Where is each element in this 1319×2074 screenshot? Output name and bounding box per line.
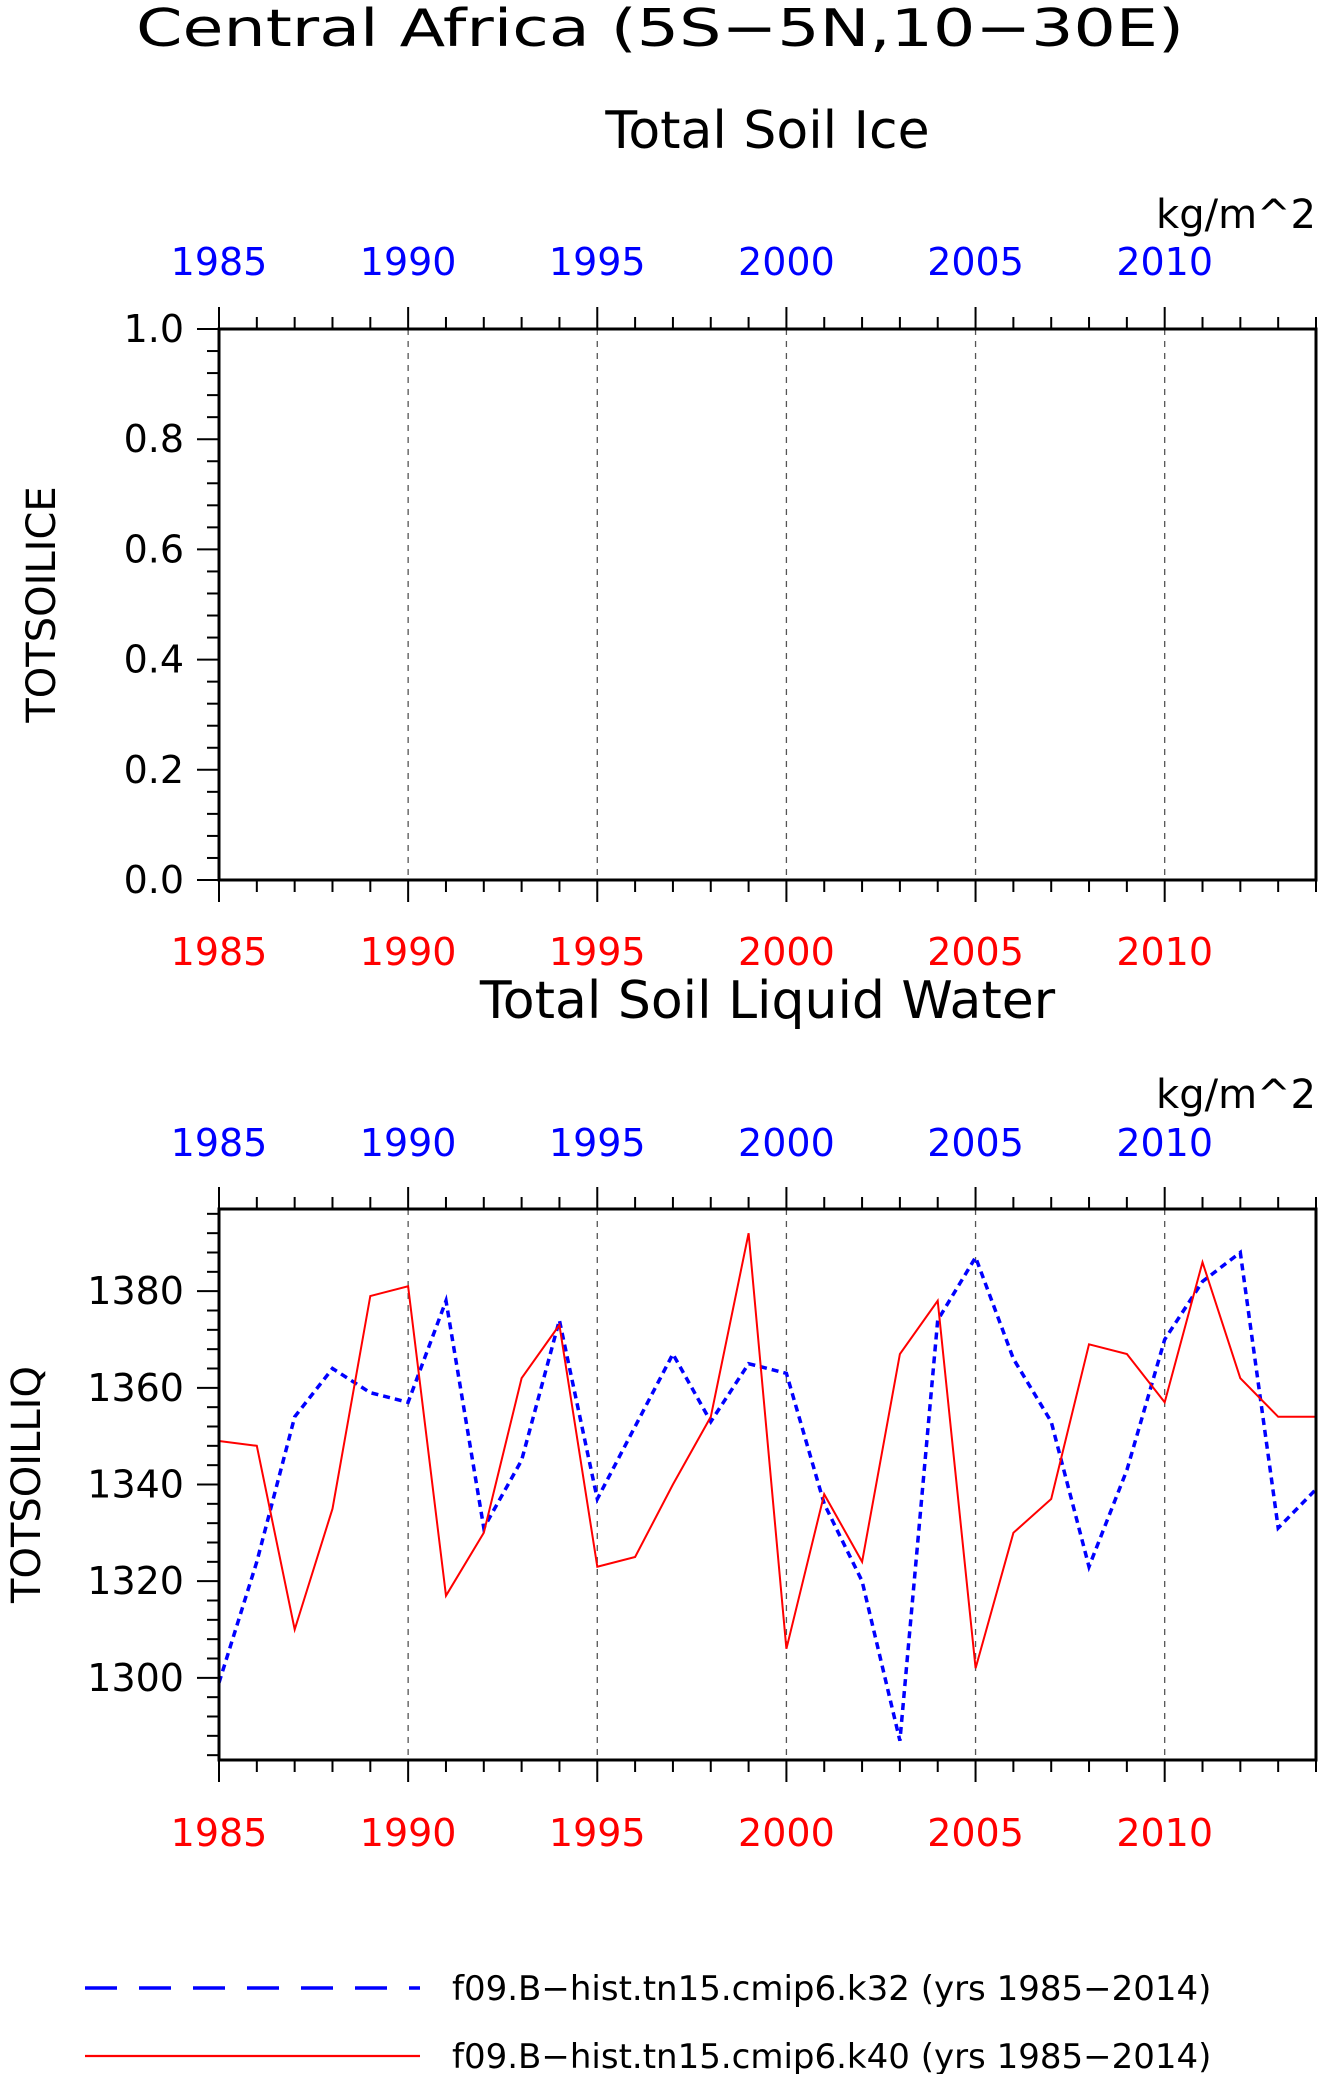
y-tick-label: 0.0 — [124, 858, 184, 902]
top-x-tick-label: 2000 — [738, 1121, 835, 1165]
y-axis-label: TOTSOILICE — [19, 486, 65, 723]
bottom-x-tick-label: 1985 — [171, 1811, 268, 1855]
series-line-k32 — [217, 1249, 1318, 1742]
top-x-tick-label: 1990 — [360, 240, 457, 284]
panel-title: Total Soil Ice — [604, 101, 929, 161]
bottom-x-tick-label: 2010 — [1116, 1811, 1213, 1855]
units-label: kg/m^2 — [1156, 1072, 1316, 1118]
panel-soil-ice: Total Soil Ice kg/m^2 TOTSOILICE 1985 1985 19… — [19, 101, 1318, 974]
y-tick-label: 0.6 — [124, 527, 184, 571]
top-x-tick-label: 1990 — [360, 1121, 457, 1165]
top-x-tick-label: 2010 — [1116, 1121, 1213, 1165]
top-x-tick-label: 1995 — [549, 240, 646, 284]
chart-legend: f09.B−hist.tn15.cmip6.k32 (yrs 1985−2014… — [85, 1969, 1211, 2074]
chart-panels: Total Soil Ice kg/m^2 TOTSOILICE 1985 1985 19… — [4, 101, 1318, 1855]
y-tick-label: 1380 — [87, 1269, 184, 1313]
y-tick-label: 0.8 — [124, 417, 184, 461]
bottom-x-tick-label: 2000 — [738, 930, 835, 974]
top-x-tick-label: 2000 — [738, 240, 835, 284]
y-tick-label: 1320 — [87, 1559, 184, 1603]
figure-title: Central Africa (5S−5N,10−30E) — [136, 0, 1184, 59]
series-line-k40 — [218, 1232, 1316, 1669]
top-x-tick-label: 2005 — [927, 240, 1024, 284]
bottom-x-tick-label: 2005 — [927, 1811, 1024, 1855]
top-x-tick-label: 1985 — [171, 240, 268, 284]
panel-soil-liquid-water: Total Soil Liquid Water kg/m^2 TOTSOILLIQ 1… — [4, 971, 1318, 1855]
y-tick-label: 1.0 — [124, 307, 184, 351]
bottom-x-tick-label: 1995 — [549, 1811, 646, 1855]
y-tick-label: 0.4 — [124, 638, 184, 682]
bottom-x-tick-label: 1985 — [171, 930, 268, 974]
bottom-x-tick-label: 1990 — [360, 1811, 457, 1855]
plot-frame — [217, 327, 1318, 882]
legend-label-k32: f09.B−hist.tn15.cmip6.k32 (yrs 1985−2014… — [452, 1969, 1211, 2009]
legend-label-k40: f09.B−hist.tn15.cmip6.k40 (yrs 1985−2014… — [452, 2037, 1211, 2074]
bottom-x-tick-label: 2005 — [927, 930, 1024, 974]
top-x-tick-label: 1995 — [549, 1121, 646, 1165]
bottom-x-tick-label: 1995 — [549, 930, 646, 974]
units-label: kg/m^2 — [1156, 192, 1316, 238]
y-tick-label: 1300 — [87, 1656, 184, 1700]
y-tick-label: 0.2 — [124, 748, 184, 792]
top-x-tick-label: 2005 — [927, 1121, 1024, 1165]
y-axis-label: TOTSOILLIQ — [4, 1366, 50, 1604]
bottom-x-tick-label: 2000 — [738, 1811, 835, 1855]
top-x-tick-label: 2010 — [1116, 240, 1213, 284]
bottom-x-tick-label: 2010 — [1116, 930, 1213, 974]
y-tick-label: 1360 — [87, 1366, 184, 1410]
y-tick-label: 1340 — [87, 1463, 184, 1507]
panel-title: Total Soil Liquid Water — [479, 971, 1056, 1031]
bottom-x-tick-label: 1990 — [360, 930, 457, 974]
top-x-tick-label: 1985 — [171, 1121, 268, 1165]
